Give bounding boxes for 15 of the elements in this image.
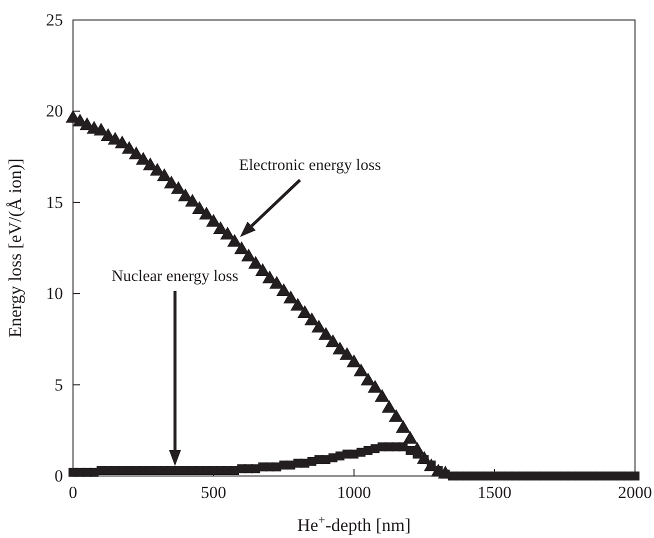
x-tick-label: 0	[68, 483, 78, 502]
x-tick-label: 500	[200, 483, 226, 502]
x-tick-label: 1000	[337, 483, 371, 502]
x-tick-label: 2000	[618, 483, 652, 502]
x-tick-label: 1500	[478, 483, 512, 502]
y-tick-label: 15	[46, 192, 63, 212]
y-tick-label: 25	[46, 10, 63, 30]
y-axis-title: Energy loss [eV/(Å ion)]	[5, 158, 25, 338]
annotation: Nuclear energy loss	[112, 268, 238, 285]
y-tick-label: 20	[46, 102, 63, 121]
y-tick-label: 0	[54, 466, 63, 486]
x-axis-title: He$^{+}$-depth [nm]	[297, 513, 411, 535]
annotation: Electronic energy loss	[239, 157, 381, 174]
y-tick-label: 10	[46, 284, 63, 304]
y-tick-label: 5	[54, 375, 63, 394]
